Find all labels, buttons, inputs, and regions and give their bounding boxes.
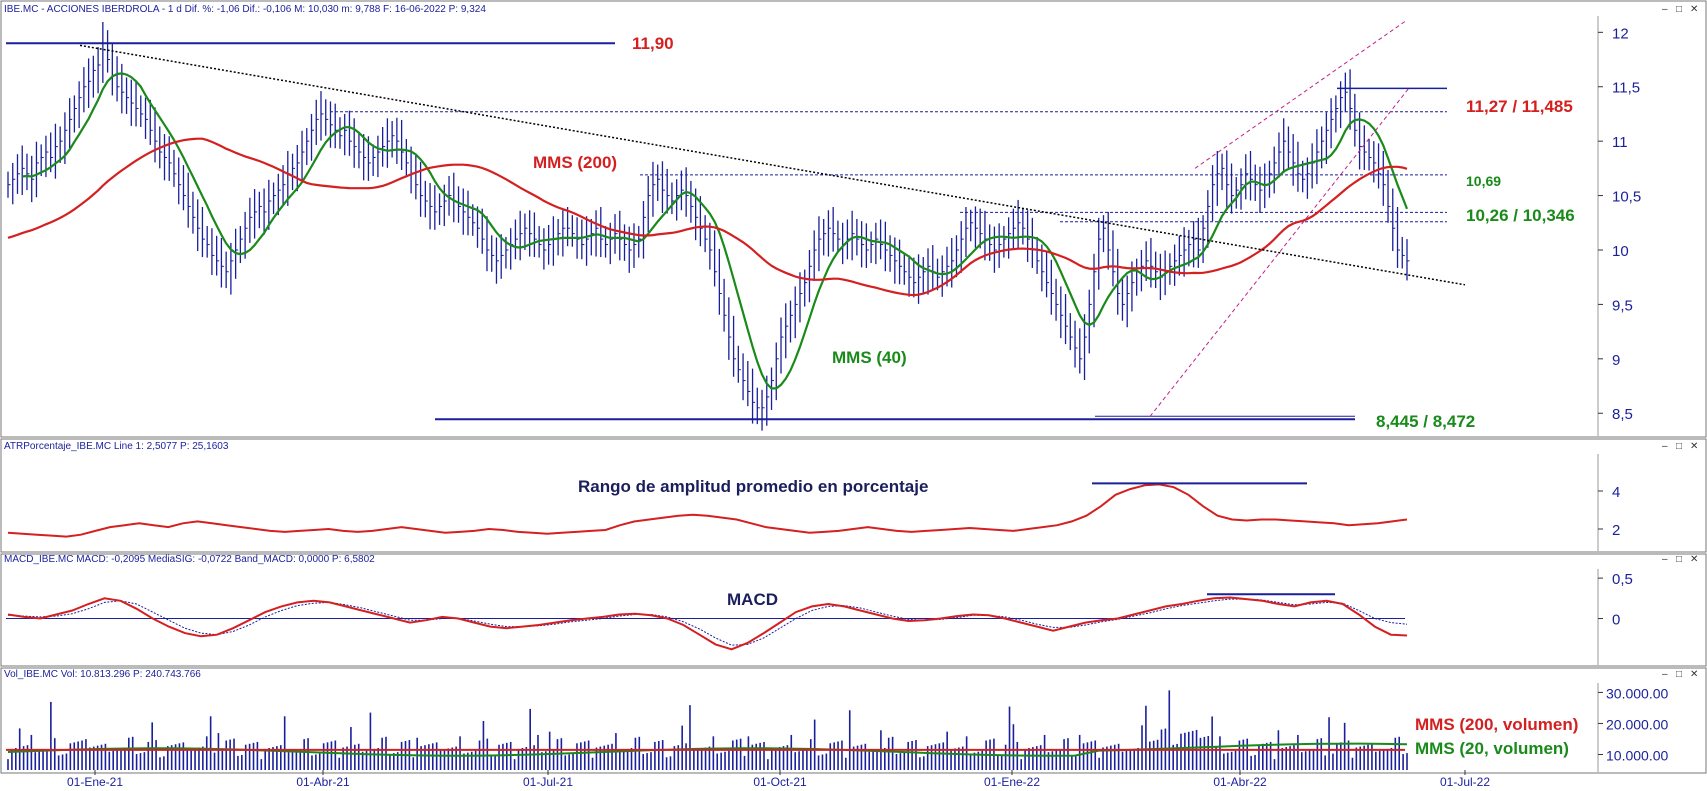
- annotation-support: 8,445 / 8,472: [1376, 412, 1475, 431]
- mms40-line: [22, 72, 1409, 390]
- panel-frame: [0, 667, 1707, 774]
- restore-icon[interactable]: □: [1676, 554, 1682, 565]
- vol-panel-header: Vol_IBE.MC Vol: 10.813.296 P: 240.743.76…: [4, 669, 201, 680]
- panel-frame: [0, 0, 1707, 438]
- price-y-tick-label: 10,5: [1612, 189, 1641, 206]
- axis-layer: 12 11,5 11 10,5 10 9,5 9 8,5 4 2 0,5 0 30.000.00 20.0…: [67, 25, 1669, 789]
- annotation-level-1026: 10,26 / 10,346: [1466, 206, 1575, 225]
- annotation-macd-title: MACD: [727, 590, 778, 609]
- panel-frame: [0, 553, 1707, 667]
- close-icon[interactable]: ✕: [1690, 4, 1698, 15]
- close-icon[interactable]: ✕: [1690, 669, 1698, 680]
- price-y-tick-label: 8,5: [1612, 406, 1633, 423]
- x-tick-label: 01-Jul-22: [1440, 775, 1490, 789]
- x-tick-label: 01-Jul-21: [523, 775, 573, 789]
- annotation-vol-mms200: MMS (200, volumen): [1415, 715, 1578, 734]
- mms200-line: [7, 137, 1408, 297]
- price-y-tick-label: 9: [1612, 352, 1620, 369]
- x-tick-label: 01-Abr-21: [296, 775, 350, 789]
- macd-layer: [6, 593, 1408, 651]
- vol-panel-controls[interactable]: – □ ✕: [1662, 669, 1698, 680]
- annotation-mms40: MMS (40): [832, 348, 907, 367]
- restore-icon[interactable]: □: [1676, 441, 1682, 452]
- close-icon[interactable]: ✕: [1690, 554, 1698, 565]
- atr-line: [7, 483, 1408, 538]
- macd-line: [7, 596, 1408, 651]
- x-tick-label: 01-Ene-22: [984, 775, 1040, 789]
- annotation-level-1069: 10,69: [1466, 173, 1501, 189]
- annotation-vol-mms20: MMS (20, volumen): [1415, 739, 1569, 758]
- price-y-tick-label: 10: [1612, 243, 1629, 260]
- panel-frames: [0, 0, 1707, 774]
- atr-y-tick-label: 4: [1612, 484, 1620, 501]
- panel-frame: [0, 438, 1707, 553]
- annotation-atr-title: Rango de amplitud promedio en porcentaje: [578, 477, 928, 496]
- vol-y-tick-label: 30.000.00: [1606, 685, 1668, 701]
- price-panel-header: IBE.MC - ACCIONES IBERDROLA - 1 d Dif. %…: [4, 4, 486, 15]
- annotation-resistance-1: 11,27 / 11,485: [1466, 97, 1573, 116]
- atr-y-tick-label: 2: [1612, 522, 1620, 539]
- vol-y-tick-label: 10.000.00: [1606, 747, 1668, 763]
- macd-y-tick-label: 0: [1612, 612, 1620, 629]
- price-layer: [6, 21, 1466, 431]
- macd-signal-line: [7, 598, 1408, 646]
- atr-layer: [7, 482, 1408, 538]
- vol-layer: [6, 690, 1408, 770]
- restore-icon[interactable]: □: [1676, 4, 1682, 15]
- price-y-tick-label: 11,5: [1612, 80, 1640, 97]
- minimize-icon[interactable]: –: [1662, 669, 1668, 680]
- x-tick-label: 01-Abr-22: [1213, 775, 1267, 789]
- channel-upper: [1194, 21, 1406, 169]
- price-panel-controls[interactable]: – □ ✕: [1662, 4, 1698, 15]
- price-y-tick-label: 12: [1612, 25, 1629, 42]
- price-y-tick-label: 11: [1612, 134, 1628, 151]
- macd-y-tick-label: 0,5: [1612, 571, 1633, 588]
- vol-y-tick-label: 20.000.00: [1606, 716, 1668, 732]
- macd-panel-header: MACD_IBE.MC MACD: -0,2095 MediaSIG: -0,0…: [4, 554, 375, 565]
- price-y-tick-label: 9,5: [1612, 297, 1633, 314]
- minimize-icon[interactable]: –: [1662, 554, 1668, 565]
- atr-panel-header: ATRPorcentaje_IBE.MC Line 1: 2,5077 P: 2…: [4, 441, 229, 452]
- atr-panel-controls[interactable]: – □ ✕: [1662, 441, 1698, 452]
- minimize-icon[interactable]: –: [1662, 441, 1668, 452]
- macd-panel-controls[interactable]: – □ ✕: [1662, 554, 1698, 565]
- x-tick-label: 01-Ene-21: [67, 775, 123, 789]
- annotation-resistance-top: 11,90: [632, 34, 674, 53]
- x-tick-label: 01-Oct-21: [753, 775, 807, 789]
- restore-icon[interactable]: □: [1676, 669, 1682, 680]
- close-icon[interactable]: ✕: [1690, 441, 1698, 452]
- minimize-icon[interactable]: –: [1662, 4, 1668, 15]
- annotation-mms200: MMS (200): [533, 153, 617, 172]
